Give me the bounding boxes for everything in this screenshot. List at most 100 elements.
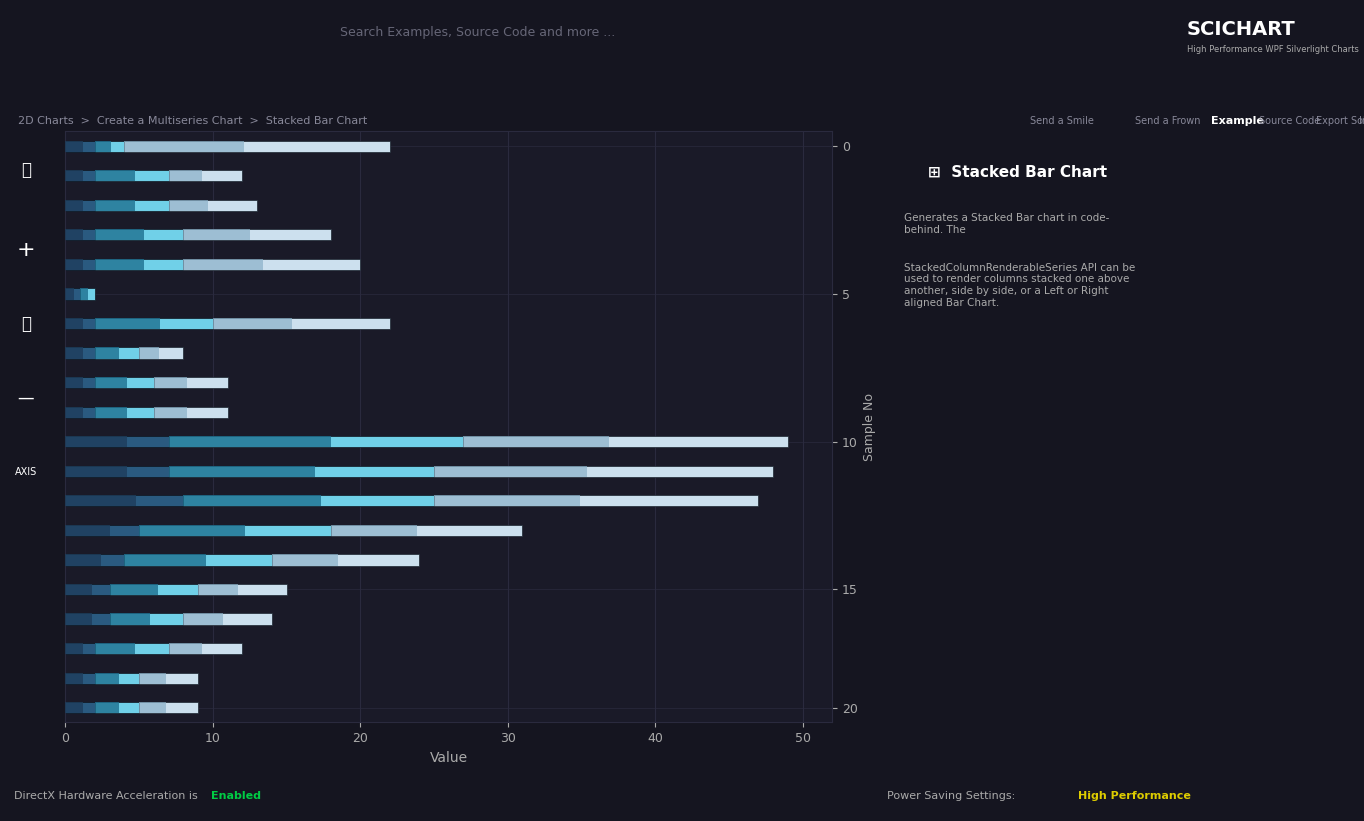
Bar [183,259,360,270]
Bar [95,377,127,388]
Bar [95,672,119,684]
Y-axis label: Sample No: Sample No [863,393,876,461]
Bar [183,229,250,241]
Bar [139,525,331,536]
Bar [65,200,83,211]
Bar [95,259,183,270]
Bar [65,672,95,684]
Bar [65,259,83,270]
Bar [65,702,83,713]
Bar [434,466,773,477]
Text: StackedColumnRenderableSeries API can be
used to render columns stacked one abov: StackedColumnRenderableSeries API can be… [904,263,1135,308]
Bar [65,318,95,329]
Text: Send a Smile: Send a Smile [1030,116,1094,126]
Text: Source Code: Source Code [1259,116,1320,126]
Text: Example: Example [1211,116,1264,126]
Text: Search Examples, Source Code and more ...: Search Examples, Source Code and more ..… [340,26,615,39]
Bar [169,170,202,181]
Bar [65,377,83,388]
Text: 2D Charts  >  Create a Multiseries Chart  >  Stacked Bar Chart: 2D Charts > Create a Multiseries Chart >… [18,116,367,126]
Bar [124,140,244,152]
Text: Enabled: Enabled [211,791,262,801]
Bar [65,672,83,684]
Bar [95,347,119,359]
Text: ⤢: ⤢ [20,315,31,333]
Bar [65,525,109,536]
Bar [65,436,127,447]
Bar [109,613,183,625]
Bar [213,318,292,329]
Bar [124,554,206,566]
Bar [65,259,95,270]
Bar [169,170,243,181]
Text: +: + [16,241,35,260]
Bar [65,554,101,566]
Bar [139,525,244,536]
Bar [65,229,83,241]
Bar [65,406,95,418]
Bar [65,732,83,743]
Bar [169,466,315,477]
Bar [65,170,95,181]
Bar [109,584,158,595]
Bar [65,584,91,595]
Bar [183,259,263,270]
Bar [65,140,83,152]
Bar [95,732,169,743]
Bar [65,200,95,211]
Bar [95,643,169,654]
Bar [464,436,788,447]
Bar [95,170,135,181]
Bar [95,406,154,418]
Text: High Performance WPF Silverlight Charts: High Performance WPF Silverlight Charts [1187,45,1359,53]
Bar [65,613,91,625]
Bar [169,200,258,211]
Bar [139,702,165,713]
Text: ⊞  Stacked Bar Chart: ⊞ Stacked Bar Chart [928,164,1108,179]
Bar [65,288,80,300]
Bar [95,259,143,270]
Bar [65,377,95,388]
Bar [331,525,522,536]
Bar [109,584,198,595]
Bar [183,613,224,625]
Bar [65,288,74,300]
Bar [271,554,338,566]
Bar [65,170,83,181]
X-axis label: Value: Value [430,750,468,764]
Bar [65,347,95,359]
Bar [95,347,139,359]
Bar [95,702,119,713]
Bar [95,140,112,152]
Bar [169,436,331,447]
Bar [95,672,139,684]
Bar [95,140,124,152]
Text: AXIS: AXIS [15,467,37,477]
Text: Export Solution: Export Solution [1316,116,1364,126]
Text: High Performance: High Performance [1078,791,1191,801]
Bar [434,466,587,477]
Bar [95,200,169,211]
Bar [169,466,434,477]
Bar [154,377,187,388]
Bar [109,613,150,625]
Bar [124,554,271,566]
Bar [434,495,758,507]
Bar [169,732,331,743]
Bar [95,229,183,241]
Bar [65,229,95,241]
Bar [65,584,109,595]
Bar [95,318,160,329]
Bar [95,406,127,418]
Bar [213,318,390,329]
Bar [65,318,83,329]
Bar [65,643,95,654]
Bar [139,672,198,684]
Bar [331,525,417,536]
Bar [139,347,183,359]
Bar [169,732,241,743]
Bar [271,554,419,566]
Bar [65,466,127,477]
Bar [95,318,213,329]
Bar [65,436,169,447]
